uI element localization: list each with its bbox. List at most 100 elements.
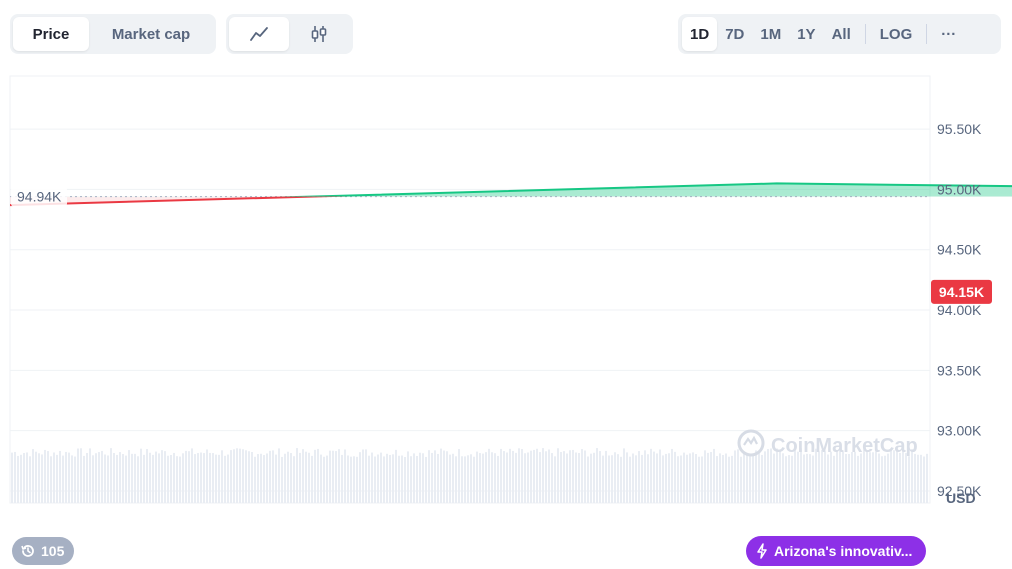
volume-bar — [794, 450, 796, 503]
volume-bar — [293, 456, 295, 503]
baseline-marker: 94.94K — [11, 186, 67, 207]
volume-bar — [485, 452, 487, 503]
volume-bar — [203, 453, 205, 503]
volume-bar — [341, 454, 343, 503]
volume-bar — [614, 452, 616, 503]
area-below-baseline — [10, 196, 310, 206]
volume-bar — [152, 454, 154, 503]
volume-bar — [143, 454, 145, 503]
line-chart-button[interactable] — [229, 17, 289, 51]
volume-bar — [269, 450, 271, 503]
volume-bar — [902, 449, 904, 503]
volume-bar — [857, 455, 859, 503]
volume-bar — [884, 455, 886, 503]
volume-bar — [101, 450, 103, 503]
volume-bar — [590, 453, 592, 503]
volume-bar — [776, 448, 778, 503]
volume-bar — [629, 456, 631, 503]
watermark-text: CoinMarketCap — [771, 435, 918, 457]
range-tab-1y[interactable]: 1Y — [797, 25, 816, 43]
volume-bar — [299, 452, 301, 503]
volume-bar — [641, 454, 643, 503]
volume-bar — [398, 455, 400, 503]
volume-bar — [725, 453, 727, 503]
volume-bar — [155, 451, 157, 503]
volume-bar — [347, 455, 349, 503]
range-tab-all[interactable]: All — [831, 25, 851, 43]
volume-bar — [194, 454, 196, 503]
volume-bar — [98, 452, 100, 503]
volume-bar — [167, 455, 169, 503]
volume-bar — [620, 456, 622, 503]
volume-bar — [581, 449, 583, 503]
tab-price[interactable]: Price — [13, 17, 89, 51]
volume-bar — [773, 453, 775, 503]
volume-bar — [821, 449, 823, 503]
volume-bar — [608, 455, 610, 503]
volume-bar — [734, 450, 736, 503]
current-price-label: 94.15K — [939, 284, 984, 300]
volume-bar — [374, 456, 376, 503]
volume-bar — [455, 456, 457, 503]
volume-bar — [230, 450, 232, 503]
volume-bar — [911, 449, 913, 503]
volume-bar — [518, 448, 520, 503]
log-scale-toggle[interactable]: LOG — [879, 25, 913, 43]
volume-bar — [248, 451, 250, 503]
volume-bar — [698, 456, 700, 503]
volume-bar — [89, 448, 91, 503]
volume-bar — [62, 455, 64, 503]
volume-bar — [296, 448, 298, 503]
news-badge[interactable]: Arizona's innovativ... — [746, 536, 927, 566]
volume-bar — [44, 449, 46, 503]
history-count-badge[interactable]: 105 — [12, 537, 75, 565]
volume-bar — [470, 454, 472, 503]
volume-bar — [68, 452, 70, 503]
volume-bar — [740, 456, 742, 503]
volume-bar — [683, 452, 685, 503]
volume-bar — [329, 450, 331, 503]
volume-bar — [95, 453, 97, 503]
price-chart[interactable]: CoinMarketCap 92.50K 93.00K 93.50K 94.00K 94… — [0, 60, 1012, 530]
volume-bar — [77, 448, 79, 503]
volume-bar — [515, 452, 517, 503]
candlestick-button[interactable] — [289, 17, 349, 51]
volume-bar — [65, 451, 67, 503]
volume-bar — [539, 452, 541, 503]
volume-bar — [113, 452, 115, 503]
range-tab-1d[interactable]: 1D — [682, 17, 718, 51]
volume-bar — [755, 450, 757, 503]
volume-bar — [380, 452, 382, 503]
volume-bar — [182, 453, 184, 503]
price-line-down — [9, 196, 345, 207]
range-tab-7d[interactable]: 7D — [725, 25, 745, 43]
volume-bar — [14, 451, 16, 503]
volume-bar — [191, 448, 193, 503]
more-options-button[interactable]: ··· — [941, 25, 957, 43]
volume-bar — [137, 456, 139, 503]
volume-bar — [833, 455, 835, 503]
volume-bar — [224, 455, 226, 503]
volume-bar — [74, 456, 76, 503]
volume-bar — [827, 454, 829, 503]
volume-bar — [218, 454, 220, 503]
volume-bar — [914, 453, 916, 503]
tab-market-cap[interactable]: Market cap — [111, 25, 191, 43]
volume-bar — [491, 452, 493, 503]
volume-bar — [845, 453, 847, 503]
volume-bar — [119, 452, 121, 503]
y-tick-label: 92.50K — [937, 483, 982, 499]
volume-bar — [134, 453, 136, 503]
volume-bar — [80, 448, 82, 503]
volume-bar — [920, 454, 922, 503]
candlestick-icon — [311, 26, 327, 42]
currency-unit-label: USD — [946, 490, 976, 506]
volume-bar — [53, 452, 55, 503]
volume-bar — [206, 449, 208, 503]
volume-bar — [863, 449, 865, 503]
y-tick-label: 94.50K — [937, 242, 982, 258]
volume-bar — [290, 453, 292, 503]
range-tab-1m[interactable]: 1M — [760, 25, 782, 43]
line-chart-icon — [250, 27, 268, 41]
volume-bar — [311, 455, 313, 503]
